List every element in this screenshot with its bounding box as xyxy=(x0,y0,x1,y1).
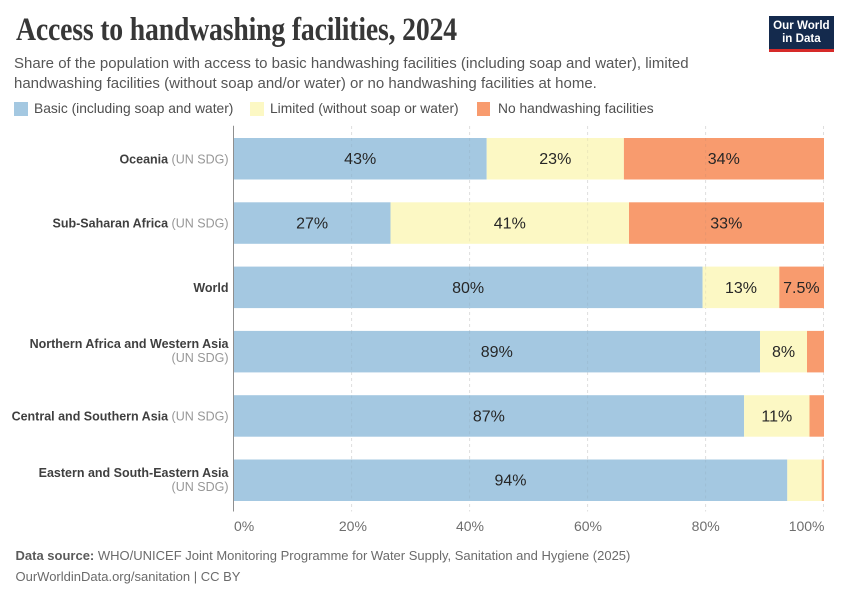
svg-text:60%: 60% xyxy=(574,518,602,534)
svg-text:11%: 11% xyxy=(761,408,792,425)
svg-text:7.5%: 7.5% xyxy=(783,280,819,297)
svg-text:20%: 20% xyxy=(339,518,367,534)
svg-text:100%: 100% xyxy=(789,518,825,534)
svg-text:89%: 89% xyxy=(481,344,513,361)
svg-text:(UN SDG): (UN SDG) xyxy=(172,480,229,494)
svg-text:80%: 80% xyxy=(452,280,484,297)
svg-text:41%: 41% xyxy=(494,216,526,233)
svg-text:13%: 13% xyxy=(725,280,757,297)
svg-text:43%: 43% xyxy=(344,151,376,168)
svg-text:8%: 8% xyxy=(772,344,795,361)
svg-text:Central and Southern Asia (UN: Central and Southern Asia (UN SDG) xyxy=(12,410,229,424)
svg-text:27%: 27% xyxy=(296,216,328,233)
svg-text:40%: 40% xyxy=(456,518,484,534)
svg-text:94%: 94% xyxy=(494,473,526,490)
svg-text:80%: 80% xyxy=(692,518,720,534)
svg-text:23%: 23% xyxy=(539,151,571,168)
svg-text:87%: 87% xyxy=(473,408,505,425)
svg-text:0%: 0% xyxy=(234,518,254,534)
svg-text:(UN SDG): (UN SDG) xyxy=(172,351,229,365)
svg-text:Oceania (UN SDG): Oceania (UN SDG) xyxy=(119,152,228,166)
svg-text:Northern Africa and Western As: Northern Africa and Western Asia xyxy=(30,337,230,351)
svg-text:33%: 33% xyxy=(710,216,742,233)
svg-text:Sub-Saharan Africa (UN SDG): Sub-Saharan Africa (UN SDG) xyxy=(53,217,229,231)
svg-text:World: World xyxy=(193,281,228,295)
svg-text:34%: 34% xyxy=(708,151,740,168)
svg-text:Eastern and South-Eastern Asia: Eastern and South-Eastern Asia xyxy=(39,466,230,480)
